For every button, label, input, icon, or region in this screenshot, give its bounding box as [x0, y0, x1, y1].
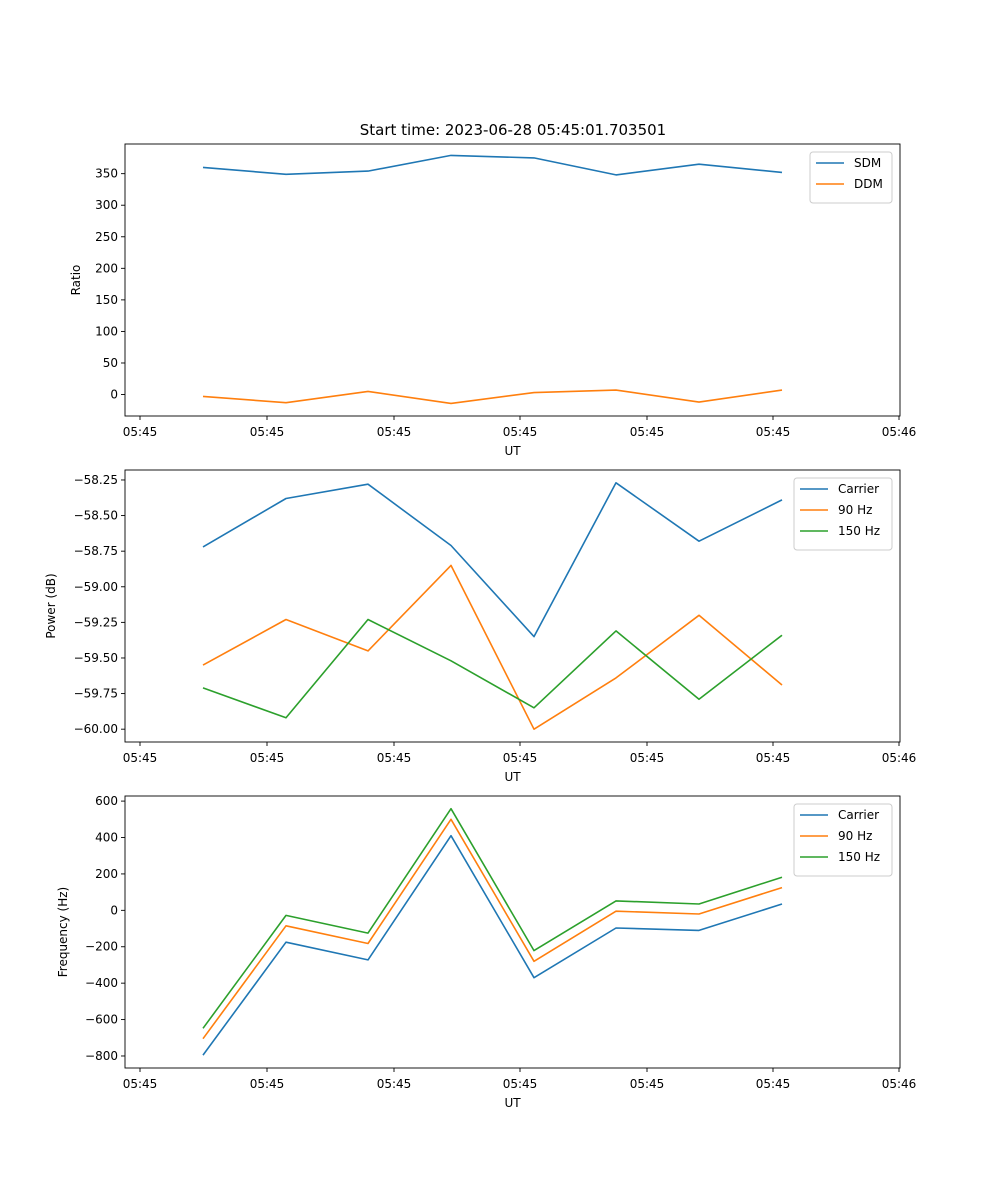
legend: SDM DDM	[809, 151, 893, 204]
y-tick-label: −58.50	[74, 509, 118, 523]
x-tick-label: 05:45	[123, 751, 158, 765]
x-axis-label: UT	[504, 770, 521, 784]
series-line-ddm	[202, 389, 783, 405]
y-tick-label: 350	[95, 167, 118, 181]
x-tick-label: 05:45	[756, 1077, 791, 1091]
x-tick-label: 05:45	[756, 751, 791, 765]
legend-label: SDM	[854, 156, 881, 170]
legend-label: 150 Hz	[838, 524, 880, 538]
series-line-carrier	[202, 834, 783, 1056]
legend: Carrier 90 Hz 150 Hz	[793, 477, 893, 551]
y-tick-label: 200	[95, 867, 118, 881]
legend-box	[809, 151, 893, 204]
x-tick-label: 05:45	[250, 751, 285, 765]
x-tick-label: 05:45	[377, 425, 412, 439]
y-tick-label: 200	[95, 261, 118, 275]
x-tick-label: 05:46	[882, 751, 917, 765]
chart-panel-3: −800 −600 −400 −200 0 200 400 600 05:45 05:45 05:4…	[56, 794, 916, 1110]
y-tick-label: −600	[85, 1013, 118, 1027]
series-line-150-hz	[202, 807, 783, 1029]
x-tick-label: 05:45	[123, 425, 158, 439]
y-axis-label: Power (dB)	[44, 573, 58, 638]
y-tick-label: 0	[110, 388, 118, 402]
x-axis-label: UT	[504, 444, 521, 458]
plot-frame	[124, 469, 901, 743]
y-tick-label: −200	[85, 940, 118, 954]
y-tick-label: −58.25	[74, 473, 118, 487]
legend-box	[793, 803, 893, 877]
chart-panel-1: 0 50 100 150 200 250 300 350 05:45 05:45 05:45 05:4…	[69, 143, 917, 458]
series-line-90-hz	[202, 818, 783, 1040]
y-axis-label: Frequency (Hz)	[56, 887, 70, 978]
x-tick-label: 05:45	[503, 751, 538, 765]
x-tick-label: 05:45	[756, 425, 791, 439]
y-tick-label: −58.75	[74, 544, 118, 558]
x-tick-label: 05:45	[250, 1077, 285, 1091]
legend-label: 90 Hz	[838, 829, 872, 843]
y-tick-label: 0	[110, 903, 118, 917]
legend-label: 90 Hz	[838, 503, 872, 517]
series-line-90-hz	[202, 564, 783, 731]
y-tick-label: −59.75	[74, 687, 118, 701]
x-tick-label: 05:45	[630, 425, 665, 439]
legend-label: DDM	[854, 177, 883, 191]
chart-panels: 0 50 100 150 200 250 300 350 05:45 05:45 05:45 05:4…	[44, 143, 917, 1110]
x-tick-label: 05:45	[377, 1077, 412, 1091]
figure-title: Start time: 2023-06-28 05:45:01.703501	[360, 121, 666, 139]
y-tick-label: −59.25	[74, 615, 118, 629]
x-tick-label: 05:46	[882, 1077, 917, 1091]
y-tick-label: 100	[95, 324, 118, 338]
series-line-carrier	[202, 481, 783, 638]
y-tick-label: −59.00	[74, 580, 118, 594]
series-line-150-hz	[202, 618, 783, 719]
x-tick-label: 05:45	[377, 751, 412, 765]
y-tick-label: −400	[85, 976, 118, 990]
legend: Carrier 90 Hz 150 Hz	[793, 803, 893, 877]
y-axis-label: Ratio	[69, 265, 83, 296]
x-tick-label: 05:46	[882, 425, 917, 439]
plot-frame	[124, 795, 901, 1069]
x-tick-label: 05:45	[250, 425, 285, 439]
series-line-sdm	[202, 154, 783, 176]
x-tick-label: 05:45	[630, 1077, 665, 1091]
y-tick-label: 250	[95, 230, 118, 244]
y-tick-label: 400	[95, 831, 118, 845]
x-tick-label: 05:45	[503, 1077, 538, 1091]
legend-label: 150 Hz	[838, 850, 880, 864]
x-tick-label: 05:45	[123, 1077, 158, 1091]
legend-box	[793, 477, 893, 551]
y-tick-label: 150	[95, 293, 118, 307]
legend-label: Carrier	[838, 808, 879, 822]
legend-label: Carrier	[838, 482, 879, 496]
y-tick-label: −800	[85, 1049, 118, 1063]
y-tick-label: −59.50	[74, 651, 118, 665]
y-tick-label: 300	[95, 198, 118, 212]
chart-panel-2: −60.00 −59.75 −59.50 −59.25 −59.00 −58.75 −58.…	[44, 469, 917, 784]
plot-frame	[124, 143, 901, 417]
y-tick-label: 50	[103, 356, 118, 370]
x-axis-label: UT	[504, 1096, 521, 1110]
y-tick-label: −60.00	[74, 722, 118, 736]
y-tick-label: 600	[95, 794, 118, 808]
x-tick-label: 05:45	[630, 751, 665, 765]
x-tick-label: 05:45	[503, 425, 538, 439]
